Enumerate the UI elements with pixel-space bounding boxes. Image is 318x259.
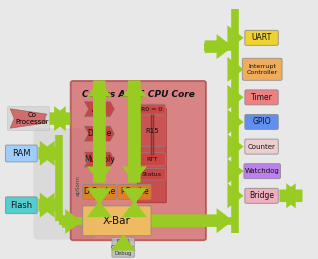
Text: X-Bar: X-Bar	[103, 216, 131, 226]
Text: R15: R15	[145, 128, 159, 134]
Polygon shape	[84, 152, 114, 167]
FancyBboxPatch shape	[245, 30, 278, 45]
FancyBboxPatch shape	[5, 197, 37, 214]
FancyBboxPatch shape	[71, 81, 206, 240]
FancyBboxPatch shape	[83, 184, 116, 199]
Text: Timer: Timer	[251, 93, 273, 102]
Text: Co
Processor: Co Processor	[15, 112, 48, 125]
Text: B01A
Go-Other
Debug: B01A Go-Other Debug	[111, 239, 135, 256]
FancyBboxPatch shape	[245, 139, 278, 154]
Text: RTT: RTT	[146, 157, 157, 162]
FancyBboxPatch shape	[83, 206, 151, 236]
Text: Watchdog: Watchdog	[245, 168, 280, 174]
Text: Status: Status	[142, 172, 162, 177]
Polygon shape	[84, 126, 114, 141]
FancyBboxPatch shape	[138, 115, 165, 146]
FancyBboxPatch shape	[8, 107, 49, 130]
FancyBboxPatch shape	[118, 184, 151, 199]
Text: GPIO: GPIO	[252, 118, 271, 126]
Text: ALU: ALU	[92, 105, 107, 113]
FancyBboxPatch shape	[242, 58, 282, 80]
FancyBboxPatch shape	[33, 128, 95, 240]
Text: Interrupt
Controller: Interrupt Controller	[247, 64, 278, 75]
Text: R0 = 0: R0 = 0	[141, 106, 162, 112]
FancyBboxPatch shape	[112, 238, 135, 257]
Text: apSonn: apSonn	[75, 175, 80, 196]
FancyBboxPatch shape	[245, 188, 278, 203]
FancyBboxPatch shape	[5, 145, 37, 162]
Polygon shape	[84, 102, 114, 117]
FancyBboxPatch shape	[245, 114, 278, 130]
Text: Flash: Flash	[10, 201, 32, 210]
Text: D-Cache: D-Cache	[83, 188, 115, 196]
Text: Counter: Counter	[248, 143, 275, 150]
Text: UART: UART	[252, 33, 272, 42]
FancyBboxPatch shape	[137, 108, 166, 203]
FancyBboxPatch shape	[138, 168, 165, 180]
FancyBboxPatch shape	[245, 90, 278, 105]
FancyBboxPatch shape	[244, 164, 280, 179]
Text: I-Cache: I-Cache	[120, 188, 149, 196]
Text: Cortus APS5 CPU Core: Cortus APS5 CPU Core	[82, 90, 195, 99]
FancyBboxPatch shape	[138, 104, 165, 114]
Text: Bridge: Bridge	[249, 191, 274, 200]
Text: RAM: RAM	[12, 149, 31, 158]
Text: Multiply: Multiply	[84, 155, 115, 164]
Text: Divide: Divide	[87, 129, 112, 138]
FancyBboxPatch shape	[138, 153, 165, 166]
Polygon shape	[10, 109, 47, 128]
